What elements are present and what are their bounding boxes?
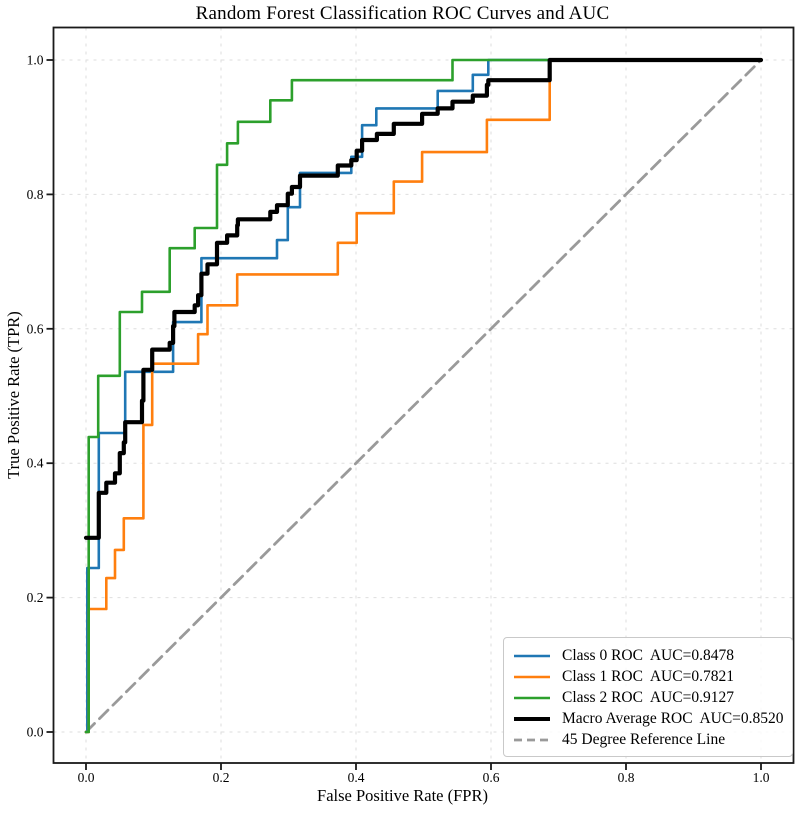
- legend-line-sample: [513, 715, 551, 723]
- tick-labels: 0.0 0.2 0.4 0.6 0.8 1.0 0.0 0.2 0.4 0.6 0.8 1.0: [27, 53, 770, 786]
- legend-line-sample: [513, 673, 551, 681]
- y-tick-label: 0.0: [27, 725, 44, 740]
- tick-marks: [46, 59, 762, 770]
- y-tick-label: 0.8: [27, 187, 44, 202]
- legend-item-label: Class 1 ROC AUC=0.7821: [562, 667, 734, 685]
- y-tick-label: 1.0: [27, 53, 44, 68]
- legend-item: 45 Degree Reference Line: [513, 729, 783, 750]
- series-line-0: [84, 58, 763, 734]
- legend: Class 0 ROC AUC=0.8478 Class 1 ROC AUC=0.…: [503, 637, 793, 757]
- legend-item-label: Class 0 ROC AUC=0.8478: [562, 646, 734, 664]
- legend-item: Macro Average ROC AUC=0.8520: [513, 708, 784, 729]
- legend-line-sample: [513, 736, 551, 744]
- series-line-4: [84, 58, 763, 734]
- series-line-2: [84, 58, 763, 734]
- chart-title: Random Forest Classification ROC Curves …: [195, 3, 610, 24]
- y-axis-label: True Positive Rate (TPR): [4, 311, 23, 479]
- legend-line-sample: [513, 694, 551, 702]
- x-tick-label: 0.2: [213, 770, 230, 785]
- legend-item: Class 0 ROC AUC=0.8478: [513, 645, 783, 666]
- y-tick-label: 0.2: [27, 590, 44, 605]
- x-axis-label: False Positive Rate (FPR): [317, 786, 488, 805]
- legend-item-label: Macro Average ROC AUC=0.8520: [562, 709, 784, 727]
- series-line-1: [84, 58, 763, 734]
- legend-item-label: 45 Degree Reference Line: [562, 730, 726, 748]
- legend-item-label: Class 2 ROC AUC=0.9127: [562, 688, 734, 706]
- x-tick-label: 0.6: [483, 770, 500, 785]
- x-tick-label: 1.0: [753, 770, 770, 785]
- x-tick-label: 0.4: [348, 770, 365, 785]
- legend-item: Class 1 ROC AUC=0.7821: [513, 666, 783, 687]
- series-line-3: [83, 57, 764, 540]
- axes-spines: [52, 26, 795, 764]
- x-tick-label: 0.0: [78, 770, 95, 785]
- y-tick-label: 0.4: [27, 456, 44, 471]
- legend-line-sample: [513, 652, 551, 660]
- y-tick-label: 0.6: [27, 321, 44, 336]
- x-tick-label: 0.8: [618, 770, 635, 785]
- legend-item: Class 2 ROC AUC=0.9127: [513, 687, 783, 708]
